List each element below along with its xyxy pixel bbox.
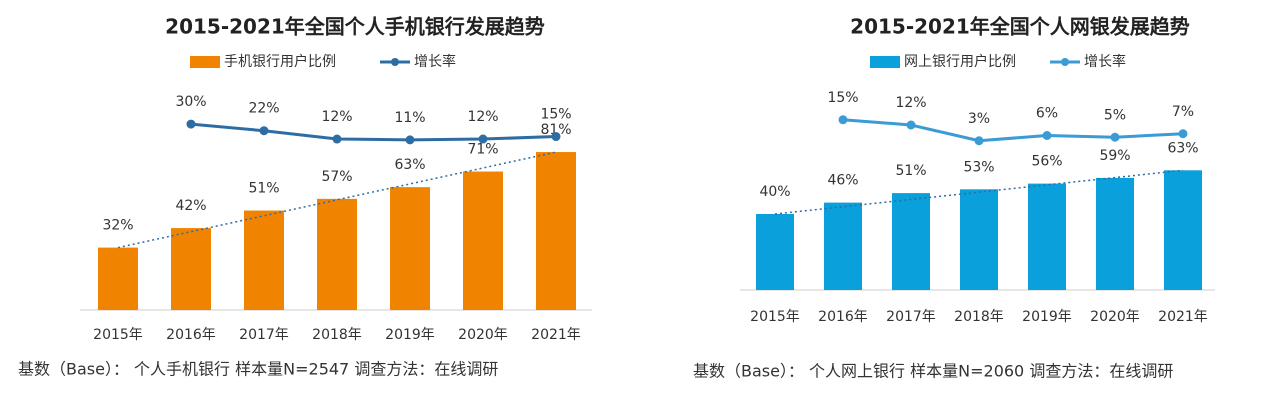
bar bbox=[824, 202, 862, 290]
data-label: 46% bbox=[827, 173, 858, 189]
data-label: 12% bbox=[321, 109, 352, 125]
data-label: 32% bbox=[102, 218, 133, 234]
growth-point bbox=[1178, 129, 1188, 139]
data-label: 12% bbox=[467, 109, 498, 125]
growth-point bbox=[405, 135, 415, 145]
data-label: 30% bbox=[175, 94, 206, 110]
data-label: 5% bbox=[1104, 107, 1126, 123]
growth-point bbox=[478, 134, 488, 144]
bar bbox=[463, 171, 503, 310]
legend-swatch bbox=[190, 56, 220, 68]
growth-point bbox=[551, 132, 561, 142]
x-tick-label: 2021年 bbox=[531, 327, 581, 343]
bar bbox=[1096, 177, 1134, 290]
trend-line bbox=[774, 169, 1184, 215]
footnote: 基数（Base）： 个人网上银行 样本量N=2060 调查方法：在线调研 bbox=[693, 362, 1173, 381]
data-label: 22% bbox=[248, 101, 279, 117]
growth-point bbox=[974, 136, 984, 146]
x-tick-label: 2020年 bbox=[1090, 309, 1140, 325]
legend-dot bbox=[391, 58, 399, 66]
legend-label: 手机银行用户比例 bbox=[224, 53, 336, 70]
data-label: 51% bbox=[248, 181, 279, 197]
x-tick-label: 2015年 bbox=[750, 309, 800, 325]
data-label: 15% bbox=[827, 90, 858, 106]
x-tick-label: 2017年 bbox=[886, 309, 936, 325]
x-tick-label: 2017年 bbox=[239, 327, 289, 343]
bar bbox=[390, 187, 430, 310]
data-label: 3% bbox=[968, 111, 990, 127]
data-label: 40% bbox=[759, 184, 790, 200]
x-tick-label: 2019年 bbox=[385, 327, 435, 343]
bar bbox=[892, 193, 930, 290]
bar bbox=[244, 210, 284, 310]
data-label: 42% bbox=[175, 198, 206, 214]
data-label: 12% bbox=[895, 95, 926, 111]
bar bbox=[98, 247, 138, 310]
bar bbox=[317, 198, 357, 310]
data-label: 7% bbox=[1172, 104, 1194, 120]
growth-line bbox=[190, 122, 557, 142]
bar bbox=[171, 228, 211, 310]
data-label: 11% bbox=[394, 110, 425, 126]
growth-point bbox=[906, 120, 916, 130]
data-label: 15% bbox=[540, 107, 571, 123]
growth-line bbox=[842, 118, 1184, 143]
growth-point bbox=[332, 134, 342, 144]
legend-label: 增长率 bbox=[414, 53, 456, 70]
bar bbox=[536, 152, 576, 310]
data-label: 6% bbox=[1036, 106, 1058, 122]
growth-point bbox=[259, 126, 269, 136]
x-tick-label: 2018年 bbox=[954, 309, 1004, 325]
data-label: 71% bbox=[467, 142, 498, 158]
bar bbox=[756, 214, 794, 290]
growth-point bbox=[838, 115, 848, 125]
growth-point bbox=[1110, 132, 1120, 142]
bar bbox=[960, 189, 998, 290]
legend-swatch bbox=[870, 56, 900, 68]
x-tick-label: 2021年 bbox=[1158, 309, 1208, 325]
x-tick-label: 2016年 bbox=[166, 327, 216, 343]
footnote: 基数（Base）： 个人手机银行 样本量N=2547 调查方法：在线调研 bbox=[18, 360, 498, 379]
data-label: 81% bbox=[540, 122, 571, 138]
x-tick-label: 2016年 bbox=[818, 309, 868, 325]
x-tick-label: 2020年 bbox=[458, 327, 508, 343]
growth-point bbox=[1042, 131, 1052, 140]
data-label: 53% bbox=[963, 159, 994, 175]
bar bbox=[1164, 170, 1202, 290]
legend-dot bbox=[1061, 58, 1069, 66]
legend-label: 网上银行用户比例 bbox=[904, 53, 1016, 70]
data-label: 63% bbox=[394, 157, 425, 173]
data-label: 56% bbox=[1031, 154, 1062, 170]
chart-title: 2015-2021年全国个人手机银行发展趋势 bbox=[165, 15, 545, 39]
data-label: 51% bbox=[895, 163, 926, 179]
data-label: 59% bbox=[1099, 148, 1130, 164]
legend-label: 增长率 bbox=[1084, 53, 1126, 70]
data-label: 57% bbox=[321, 169, 352, 185]
x-tick-label: 2018年 bbox=[312, 327, 362, 343]
x-tick-label: 2019年 bbox=[1022, 309, 1072, 325]
bar bbox=[1028, 183, 1066, 290]
growth-point bbox=[186, 119, 196, 129]
data-label: 63% bbox=[1167, 140, 1198, 156]
chart-title: 2015-2021年全国个人网银发展趋势 bbox=[850, 15, 1190, 39]
x-tick-label: 2015年 bbox=[93, 327, 143, 343]
